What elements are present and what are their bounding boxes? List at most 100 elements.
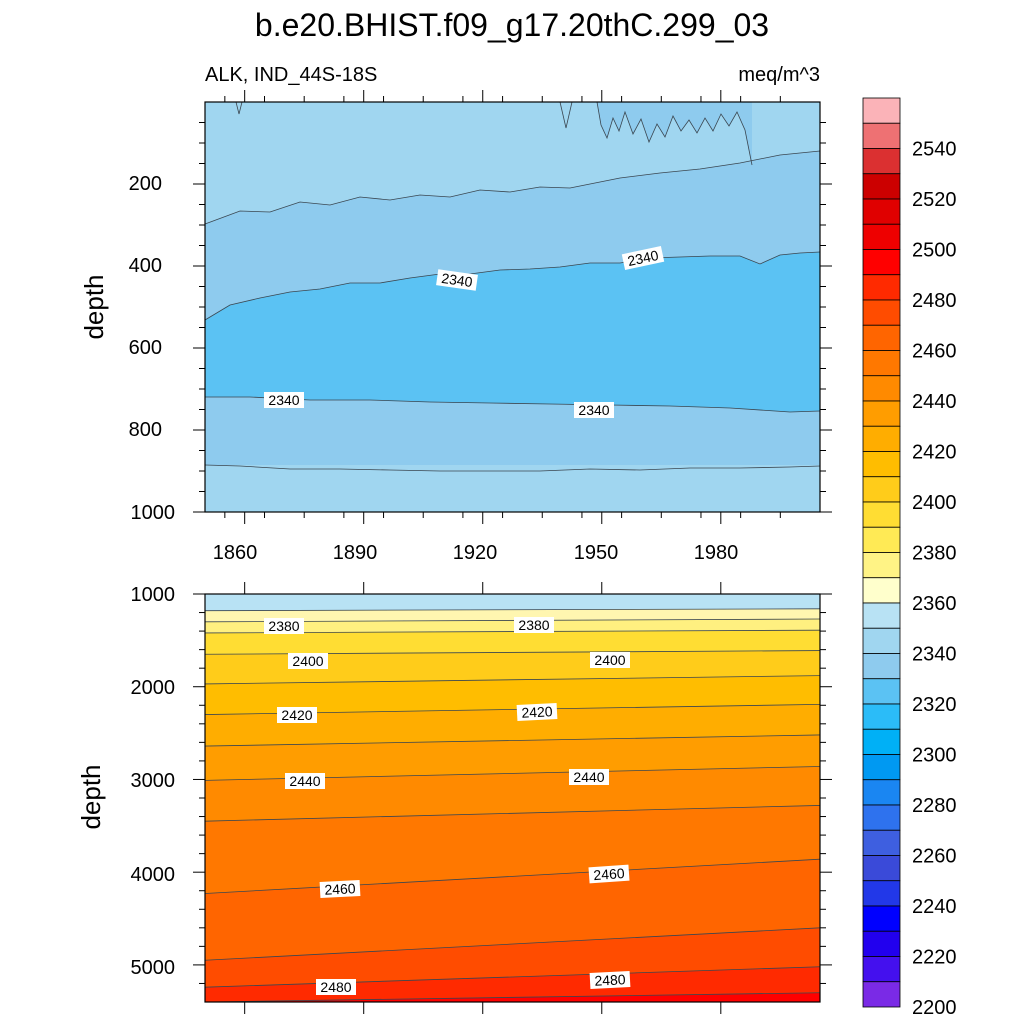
colorbar-swatch (862, 299, 901, 326)
lower-filled-bands (205, 594, 820, 1002)
colorbar-swatch (862, 375, 901, 402)
contour-label: 2460 (324, 880, 356, 898)
upper-tick-labels: 200 400 600 800 1000 1860 1890 1920 1950… (129, 173, 739, 564)
contour-label-box (516, 702, 558, 722)
colorbar-tick-label: 2280 (912, 795, 957, 817)
colorbar-tick-label: 2380 (912, 543, 957, 565)
colorbar-tick-label: 2340 (912, 644, 957, 666)
upper-band-2350-deep (205, 465, 820, 512)
contour-label-box (621, 246, 665, 270)
colorbar-swatch (862, 981, 901, 1008)
colorbar-swatch (862, 249, 901, 276)
colorbar-swatch (862, 602, 901, 629)
contour-label: 2340 (626, 247, 660, 269)
contour-label: 2420 (281, 707, 312, 723)
lower-y-axis-label: depth (76, 764, 106, 829)
y-tick-label: 400 (129, 255, 162, 277)
colorbar-swatch (862, 930, 901, 957)
y-tick-label: 1000 (131, 584, 176, 606)
colorbar: 2540 2520 2500 2480 2460 2440 2420 2400 2380 2360… (862, 97, 957, 1019)
colorbar-swatch (862, 476, 901, 503)
colorbar-tick-label: 2520 (912, 189, 957, 211)
colorbar-swatch (862, 350, 901, 377)
y-tick-label: 2000 (131, 677, 176, 699)
colorbar-swatch (862, 148, 901, 175)
colorbar-tick-label: 2300 (912, 745, 957, 767)
variable-region-subtitle: ALK, IND_44S-18S (205, 64, 377, 86)
colorbar-swatch (862, 754, 901, 781)
colorbar-tick-label: 2220 (912, 947, 957, 969)
colorbar-tick-label: 2360 (912, 593, 957, 615)
lower-contour-line (204, 805, 821, 822)
lower-tick-labels: 1000 2000 3000 4000 5000 (131, 584, 176, 979)
colorbar-swatch (862, 779, 901, 806)
y-tick-label: 800 (129, 419, 162, 441)
contour-label-box (264, 392, 304, 408)
lower-contour-line (204, 992, 821, 1003)
colorbar-tick-label: 2400 (912, 492, 957, 514)
colorbar-swatch (862, 829, 901, 856)
lower-contour-line (204, 675, 821, 685)
lower-contour-line (204, 858, 821, 894)
contour-label: 2480 (594, 971, 626, 989)
lower-band (205, 675, 820, 715)
contour-label: 2400 (594, 652, 625, 668)
contour-label-box (264, 618, 304, 634)
contour-label: 2340 (268, 392, 299, 408)
lower-contour-line (204, 608, 821, 612)
colorbar-tick-label: 2500 (912, 240, 957, 262)
chart-title: b.e20.BHIST.f09_g17.20thC.299_03 (255, 7, 769, 43)
colorbar-swatch (862, 880, 901, 907)
lower-band (205, 766, 820, 822)
contour-label-box (588, 864, 630, 884)
colorbar-swatch (862, 198, 901, 225)
lower-contour-line (204, 927, 821, 961)
colorbar-tick-label: 2440 (912, 391, 957, 413)
lower-band (205, 594, 820, 611)
colorbar-swatch (862, 577, 901, 604)
x-tick-label: 1920 (453, 542, 498, 564)
colorbar-swatch (862, 425, 901, 452)
colorbar-tick-label: 2200 (912, 997, 957, 1019)
lower-contour-line (204, 618, 821, 623)
y-tick-label: 4000 (131, 864, 176, 886)
lower-contour-labels: 2380 2380 2400 2400 2420 2420 2440 2440 … (264, 617, 631, 995)
lower-band (205, 650, 820, 684)
colorbar-swatch (862, 855, 901, 882)
colorbar-tick-label: 2240 (912, 896, 957, 918)
lower-contour-line (204, 734, 821, 747)
colorbar-tick-label: 2260 (912, 846, 957, 868)
colorbar-swatch (862, 526, 901, 553)
contour-label-box (319, 879, 361, 899)
contour-label-box (574, 402, 614, 418)
y-tick-label: 1000 (131, 502, 176, 524)
lower-band (205, 619, 820, 633)
lower-panel: 2380 2380 2400 2400 2420 2420 2440 2440 … (76, 582, 832, 1014)
contour-label-box (436, 269, 478, 291)
upper-y-axis-label: depth (79, 274, 109, 339)
colorbar-boxes (862, 97, 901, 1008)
colorbar-tick-label: 2480 (912, 290, 957, 312)
lower-band (205, 630, 820, 655)
colorbar-swatch (862, 956, 901, 983)
upper-panel: 2340 2340 2340 2340 200 400 600 800 1000… (79, 90, 832, 564)
contour-label-box (569, 769, 609, 785)
upper-surface-pockets (597, 102, 752, 165)
colorbar-swatch (862, 223, 901, 250)
contour-label-box (590, 652, 630, 668)
y-tick-label: 3000 (131, 770, 176, 792)
contour-label: 2340 (440, 270, 473, 290)
upper-tick-marks (193, 90, 832, 524)
x-tick-label: 1980 (694, 542, 739, 564)
upper-contour-labels: 2340 2340 2340 2340 (264, 246, 665, 418)
colorbar-swatch (862, 451, 901, 478)
y-tick-label: 200 (129, 173, 162, 195)
lower-band (205, 859, 820, 961)
colorbar-swatch (862, 122, 901, 149)
colorbar-swatch (862, 97, 901, 124)
lower-contour-line (204, 629, 821, 634)
lower-band (205, 704, 820, 747)
contour-label: 2340 (578, 402, 609, 418)
colorbar-swatch (862, 400, 901, 427)
